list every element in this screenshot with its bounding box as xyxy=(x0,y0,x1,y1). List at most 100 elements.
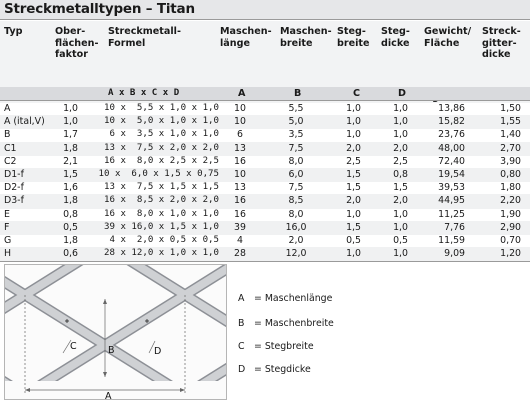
cell-d: 1,0 xyxy=(393,248,408,260)
mesh-illustration: C B D A xyxy=(5,265,226,400)
cell-a: 4 xyxy=(237,235,243,246)
table-row: H 0,6 28 x 12,0 x 1,0 x 1,0 28 12,0 1,0 1,0 9,0… xyxy=(0,247,530,262)
cell-faktor: 1,5 xyxy=(63,169,78,180)
cell-b: 16,0 xyxy=(285,221,307,233)
dimension-lines xyxy=(24,295,186,395)
cell-faktor: 1,8 xyxy=(63,195,78,207)
cell-c: 2,0 xyxy=(346,195,361,207)
cell-d: 1,0 xyxy=(393,129,408,141)
cell-faktor: 1,0 xyxy=(63,103,78,114)
legend-item-b: B = Maschenbreite xyxy=(238,318,334,329)
table-row: G 1,8 4 x 2,0 x 0,5 x 0,5 4 2,0 0,5 0,5 11,59 0… xyxy=(0,234,530,248)
cell-gewicht: 15,82 xyxy=(438,116,465,128)
mesh-diagram: C B D A xyxy=(4,264,227,400)
cell-faktor: 0,5 xyxy=(63,221,78,233)
cell-a: 10 xyxy=(234,103,246,114)
letter-c: C xyxy=(353,88,361,99)
letter-b: B xyxy=(294,88,302,99)
cell-b: 2,0 xyxy=(288,235,304,246)
cell-faktor: 0,6 xyxy=(63,248,78,260)
header-oberflaechenfaktor: Ober- flächen- faktor xyxy=(55,26,99,60)
cell-formel: 16 x 8,0 x 2,5 x 2,5 xyxy=(104,155,219,166)
cell-c: 0,5 xyxy=(346,235,361,246)
cell-a: 6 xyxy=(237,129,243,141)
cell-c: 1,5 xyxy=(346,221,361,233)
cell-typ: D1-f xyxy=(4,169,24,180)
cell-b: 7,5 xyxy=(288,142,304,154)
cell-d: 1,0 xyxy=(393,221,408,233)
cell-typ: F xyxy=(4,221,10,233)
table-row: D3-f 1,8 16 x 8,5 x 2,0 x 2,0 16 8,5 2,0 2,0 44… xyxy=(0,194,530,209)
cell-d: 1,0 xyxy=(393,116,408,128)
cell-d: 2,5 xyxy=(393,155,408,167)
cell-dicke: 2,90 xyxy=(500,221,521,233)
cell-gewicht: 44,95 xyxy=(438,195,465,207)
cell-b: 5,0 xyxy=(288,116,304,128)
cell-formel: 28 x 12,0 x 1,0 x 1,0 xyxy=(104,248,219,259)
cell-typ: C1 xyxy=(4,142,17,154)
cell-typ: C2 xyxy=(4,155,17,167)
cell-faktor: 1,0 xyxy=(63,116,78,128)
cell-formel: 16 x 8,0 x 1,0 x 1,0 xyxy=(104,208,219,219)
legend-item-d: D = Stegdicke xyxy=(238,364,311,375)
cell-dicke: 1,50 xyxy=(500,103,521,114)
cell-gewicht: 39,53 xyxy=(438,182,465,194)
cell-b: 8,5 xyxy=(288,195,304,207)
table-row: A (ital,V) 1,0 10 x 5,0 x 1,0 x 1,0 10 5,0 1,… xyxy=(0,115,530,130)
table-row: B 1,7 6 x 3,5 x 1,0 x 1,0 6 3,5 1,0 1,0 23,76 1… xyxy=(0,128,530,142)
table-bottom-rule xyxy=(0,261,530,262)
legend-item-c: C = Stegbreite xyxy=(238,341,314,352)
dimension-arrows xyxy=(25,299,185,392)
cell-d: 1,0 xyxy=(393,103,408,114)
figure-label-d: D xyxy=(154,346,161,357)
cell-dicke: 1,90 xyxy=(500,208,521,220)
cell-dicke: 2,20 xyxy=(500,195,521,207)
figure-label-a: A xyxy=(105,391,112,400)
formula-letters: A x B x C x D xyxy=(108,88,180,98)
cell-a: 10 xyxy=(234,169,246,180)
cell-c: 1,0 xyxy=(346,208,361,220)
cell-c: 1,5 xyxy=(346,182,361,194)
cell-faktor: 2,1 xyxy=(63,155,78,167)
cell-b: 3,5 xyxy=(288,129,304,141)
cell-typ: A xyxy=(4,103,11,114)
cell-d: 1,5 xyxy=(393,182,408,194)
cell-faktor: 1,8 xyxy=(63,235,78,246)
cell-b: 8,0 xyxy=(288,155,304,167)
cell-c: 1,5 xyxy=(346,169,361,180)
cell-faktor: 1,7 xyxy=(63,129,78,141)
cell-formel: 10 x 5,5 x 1,0 x 1,0 xyxy=(104,103,219,113)
cell-b: 5,5 xyxy=(288,103,304,114)
cell-gewicht: 13,86 xyxy=(438,103,465,114)
cell-typ: A (ital,V) xyxy=(4,116,45,128)
cell-a: 10 xyxy=(234,116,246,128)
cell-typ: D3-f xyxy=(4,195,24,207)
cell-formel: 6 x 3,5 x 1,0 x 1,0 xyxy=(104,129,219,140)
header-stegdicke: Steg- dicke xyxy=(381,26,410,49)
table-row: F 0,5 39 x 16,0 x 1,5 x 1,0 39 16,0 1,5 1,0 7,7… xyxy=(0,220,530,235)
cell-a: 16 xyxy=(234,208,246,220)
cell-d: 2,0 xyxy=(393,195,408,207)
legend-item-a: A = Maschenlänge xyxy=(238,293,333,304)
cell-typ: E xyxy=(4,208,10,220)
cell-gewicht: 11,25 xyxy=(438,208,465,220)
cell-d: 2,0 xyxy=(393,142,408,154)
cell-a: 39 xyxy=(234,221,246,233)
cell-gewicht: 19,54 xyxy=(438,169,465,180)
cell-dicke: 1,20 xyxy=(500,248,521,260)
header-stegbreite: Steg- breite xyxy=(337,26,370,49)
cell-typ: B xyxy=(4,129,11,141)
cell-faktor: 0,8 xyxy=(63,208,78,220)
formula-letters-row: A x B x C x D A B C D xyxy=(0,87,530,101)
cell-dicke: 0,80 xyxy=(500,169,521,180)
cell-gewicht: 48,00 xyxy=(438,142,465,154)
cell-a: 16 xyxy=(234,155,246,167)
cell-typ: H xyxy=(4,248,12,260)
mesh-strands xyxy=(5,265,226,381)
letter-d: D xyxy=(398,88,406,99)
page-title: Streckmetalltypen – Titan xyxy=(4,1,195,17)
header-streckgitterdicke: Streck- gitter- dicke xyxy=(482,26,521,60)
header-gewicht: Gewicht/ Fläche xyxy=(424,26,472,49)
cell-d: 0,5 xyxy=(393,235,408,246)
cell-gewicht: 7,76 xyxy=(444,221,465,233)
